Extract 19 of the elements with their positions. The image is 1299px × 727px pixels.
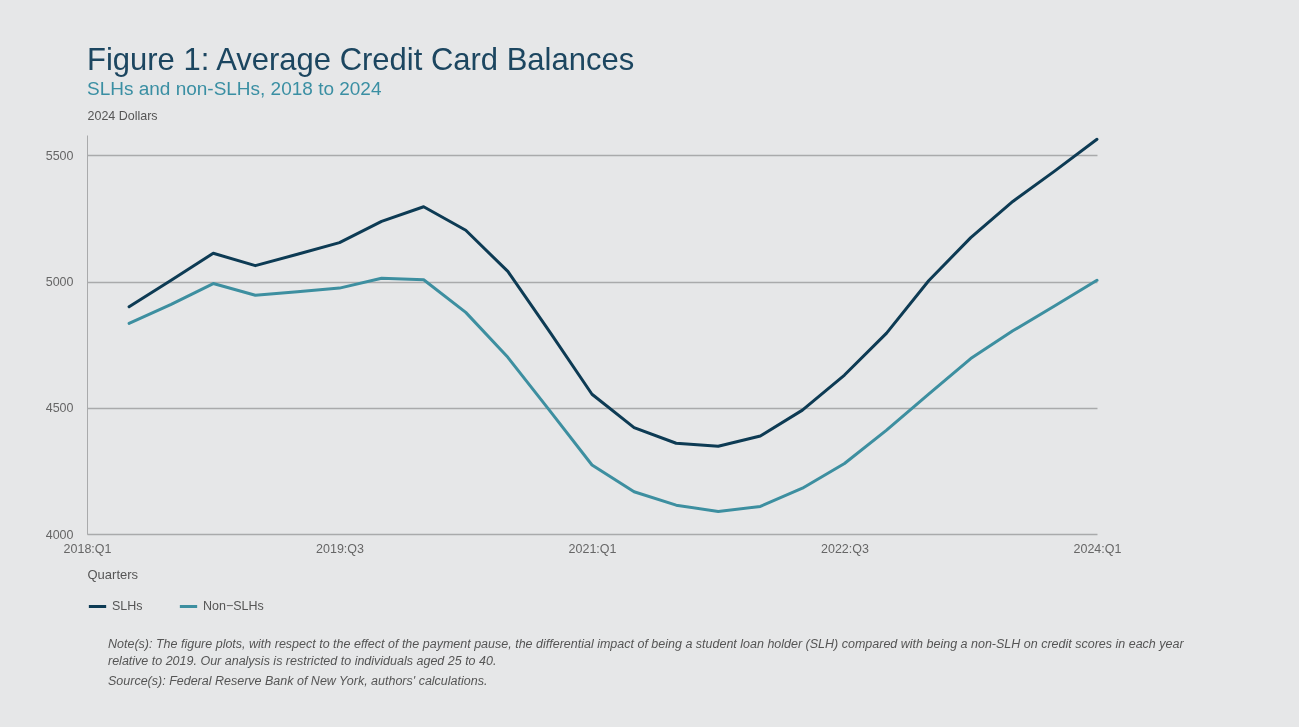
legend-label: Non−SLHs	[203, 599, 264, 614]
chart-title: Figure 1: Average Credit Card Balances	[87, 42, 635, 77]
y-tick-label: 5500	[45, 148, 74, 163]
x-axis-title: Quarters	[87, 567, 139, 583]
x-tick-label: 2018:Q1	[63, 541, 112, 556]
source-note: Source(s): Federal Reserve Bank of New York, authors' calculations.	[108, 673, 489, 690]
x-tick-label: 2022:Q3	[821, 541, 869, 556]
y-axis-title: 2024 Dollars	[87, 109, 158, 124]
x-tick-label: 2021:Q1	[568, 541, 617, 556]
line-series	[127, 137, 1099, 448]
text: Note(s): The figure plots, with respect to the effect of the payment pause, the differential impact of being a student loan holder (SLH) compared with being a non-SLH on credit scores in each year relative to 2019. Our analysis is restricted to individuals aged 25 to 40.	[108, 636, 1185, 670]
x-tick-label: 2019:Q3	[316, 541, 364, 556]
y-tick-label: 5000	[45, 275, 74, 290]
y-tick-label: 4000	[45, 527, 74, 542]
legend-label: SLHs	[112, 599, 143, 614]
x-tick-label: 2024:Q1	[1073, 541, 1122, 556]
line-series	[127, 276, 1099, 513]
chart-subtitle: SLHs and non-SLHs, 2018 to 2024	[87, 78, 382, 99]
y-tick-label: 4500	[45, 401, 74, 416]
